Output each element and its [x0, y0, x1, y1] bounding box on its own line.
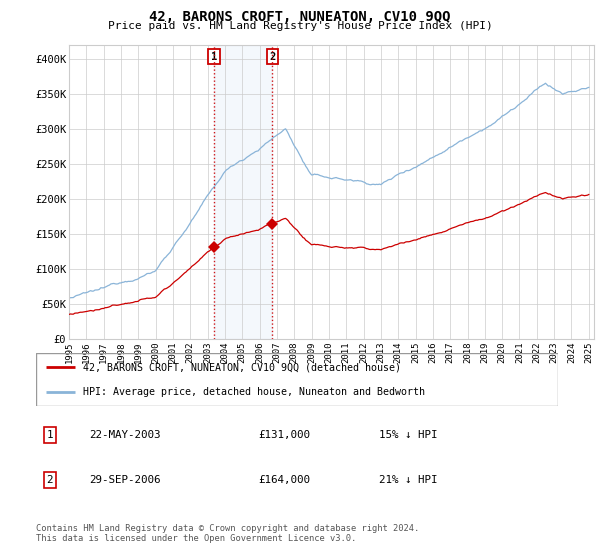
- Text: 2: 2: [47, 475, 53, 485]
- Text: 42, BARONS CROFT, NUNEATON, CV10 9QQ (detached house): 42, BARONS CROFT, NUNEATON, CV10 9QQ (de…: [83, 362, 401, 372]
- Text: Contains HM Land Registry data © Crown copyright and database right 2024.
This d: Contains HM Land Registry data © Crown c…: [36, 524, 419, 543]
- Text: £164,000: £164,000: [258, 475, 310, 485]
- Text: Price paid vs. HM Land Registry's House Price Index (HPI): Price paid vs. HM Land Registry's House …: [107, 21, 493, 31]
- Text: £131,000: £131,000: [258, 430, 310, 440]
- Text: HPI: Average price, detached house, Nuneaton and Bedworth: HPI: Average price, detached house, Nune…: [83, 386, 425, 396]
- Text: 21% ↓ HPI: 21% ↓ HPI: [379, 475, 438, 485]
- Text: 1: 1: [47, 430, 53, 440]
- Bar: [214, 45, 272, 339]
- Text: 1: 1: [211, 52, 217, 62]
- Text: 22-MAY-2003: 22-MAY-2003: [89, 430, 160, 440]
- Text: 42, BARONS CROFT, NUNEATON, CV10 9QQ: 42, BARONS CROFT, NUNEATON, CV10 9QQ: [149, 10, 451, 24]
- Text: 29-SEP-2006: 29-SEP-2006: [89, 475, 160, 485]
- Text: 2: 2: [269, 52, 275, 62]
- Text: 15% ↓ HPI: 15% ↓ HPI: [379, 430, 438, 440]
